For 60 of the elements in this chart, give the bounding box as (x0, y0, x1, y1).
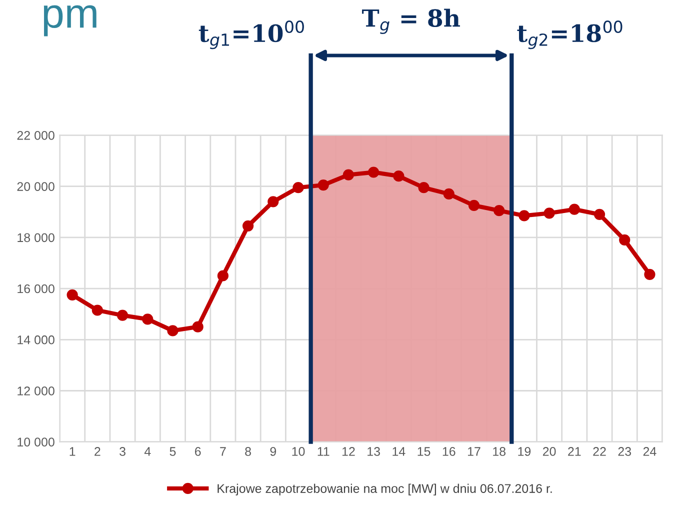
point (619, 234, 630, 246)
point (142, 314, 154, 325)
point (342, 169, 354, 180)
y-tick-label: 20 000 (17, 182, 54, 191)
point (568, 204, 580, 215)
x-tick-label: 15 (418, 447, 430, 456)
point (217, 270, 228, 282)
legend-label: Krajowe zapotrzebowanie na moc [MW] w dniu 06.07.2016 r. (218, 484, 552, 496)
x-tick-label: 6 (195, 447, 201, 456)
x-tick-label: 22 (593, 447, 606, 456)
point (116, 310, 128, 321)
point (594, 208, 606, 220)
x-tick-label: 19 (518, 447, 531, 456)
point (292, 182, 304, 194)
x-tick-label: 24 (643, 447, 656, 456)
point (418, 182, 430, 194)
point (644, 268, 656, 280)
point (443, 188, 454, 200)
point (167, 325, 178, 336)
point (66, 289, 78, 300)
x-tick-label: 11 (318, 447, 330, 456)
point (544, 208, 555, 219)
y-tick-label: 14 000 (18, 335, 54, 344)
x-tick-label: 13 (368, 447, 380, 456)
point (92, 304, 103, 316)
x-tick-label: 17 (468, 447, 480, 456)
x-tick-label: 2 (94, 447, 100, 456)
y-tick-label: 18 000 (18, 233, 54, 242)
point (518, 210, 530, 222)
x-tick-label: 8 (245, 447, 251, 456)
y-tick-label: 10 000 (18, 438, 54, 447)
x-tick-label: 16 (442, 447, 456, 456)
text: pm (44, 5, 96, 36)
point (368, 166, 380, 178)
x-tick-label: 23 (618, 447, 632, 456)
x-tick-label: 1 (70, 447, 76, 456)
text: T$_{g}$ = 8h (362, 8, 460, 34)
x-tick-label: 7 (220, 447, 226, 456)
x-tick-label: 10 (292, 447, 305, 456)
x-tick-label: 5 (170, 447, 176, 456)
point (393, 170, 404, 182)
point (192, 321, 204, 332)
y-tick-label: 22 000 (17, 131, 54, 140)
x-tick-label: 14 (392, 447, 406, 456)
point (268, 196, 279, 208)
x-tick-label: 4 (144, 447, 151, 456)
point (494, 205, 505, 216)
y-tick-label: 12 000 (18, 386, 54, 396)
text: t$_{g2}$=18$^{00}$ (517, 20, 622, 50)
point (318, 179, 329, 191)
point (468, 200, 480, 212)
x-tick-label: 21 (568, 447, 581, 456)
x-tick-label: 3 (120, 447, 126, 456)
x-tick-label: 9 (270, 447, 276, 456)
point (242, 220, 254, 232)
x-tick-label: 18 (493, 447, 506, 456)
x-tick-label: 12 (342, 447, 355, 456)
y-tick-label: 16 000 (18, 284, 54, 294)
text: t$_{g1}$=10$^{00}$ (198, 20, 304, 50)
x-tick-label: 20 (542, 447, 556, 456)
